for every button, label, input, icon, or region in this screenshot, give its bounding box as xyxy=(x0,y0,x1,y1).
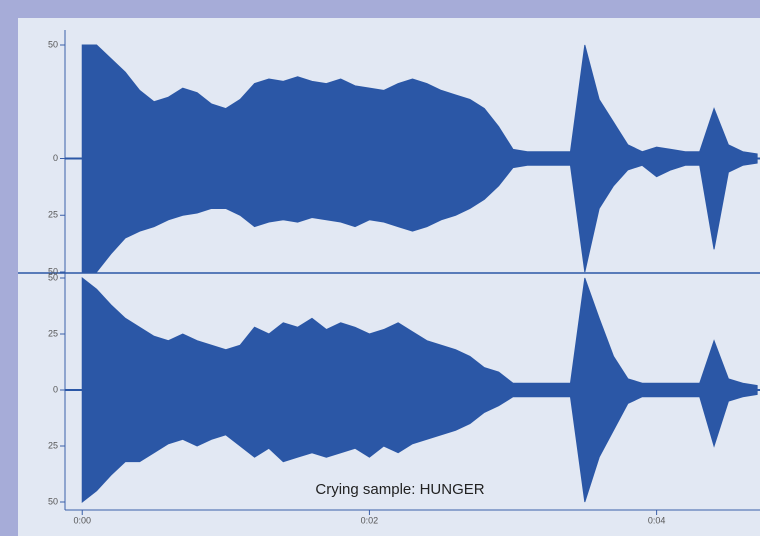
caption: Crying sample: HUNGER xyxy=(315,481,484,498)
y-tick-label: 50 xyxy=(48,39,58,49)
y-tick-label: 0 xyxy=(53,153,58,163)
page: 0:000:020:045002550502502550Crying sampl… xyxy=(0,0,760,536)
y-tick-label: 25 xyxy=(48,328,58,338)
x-tick-label: 0:00 xyxy=(73,515,91,525)
y-tick-label: 25 xyxy=(48,440,58,450)
waveform-view: 0:000:020:045002550502502550Crying sampl… xyxy=(0,0,760,536)
y-tick-label: 50 xyxy=(48,496,58,506)
y-tick-label: 0 xyxy=(53,384,58,394)
y-tick-label: 50 xyxy=(48,272,58,282)
x-tick-label: 0:04 xyxy=(648,515,666,525)
x-tick-label: 0:02 xyxy=(361,515,379,525)
y-tick-label: 25 xyxy=(48,210,58,220)
